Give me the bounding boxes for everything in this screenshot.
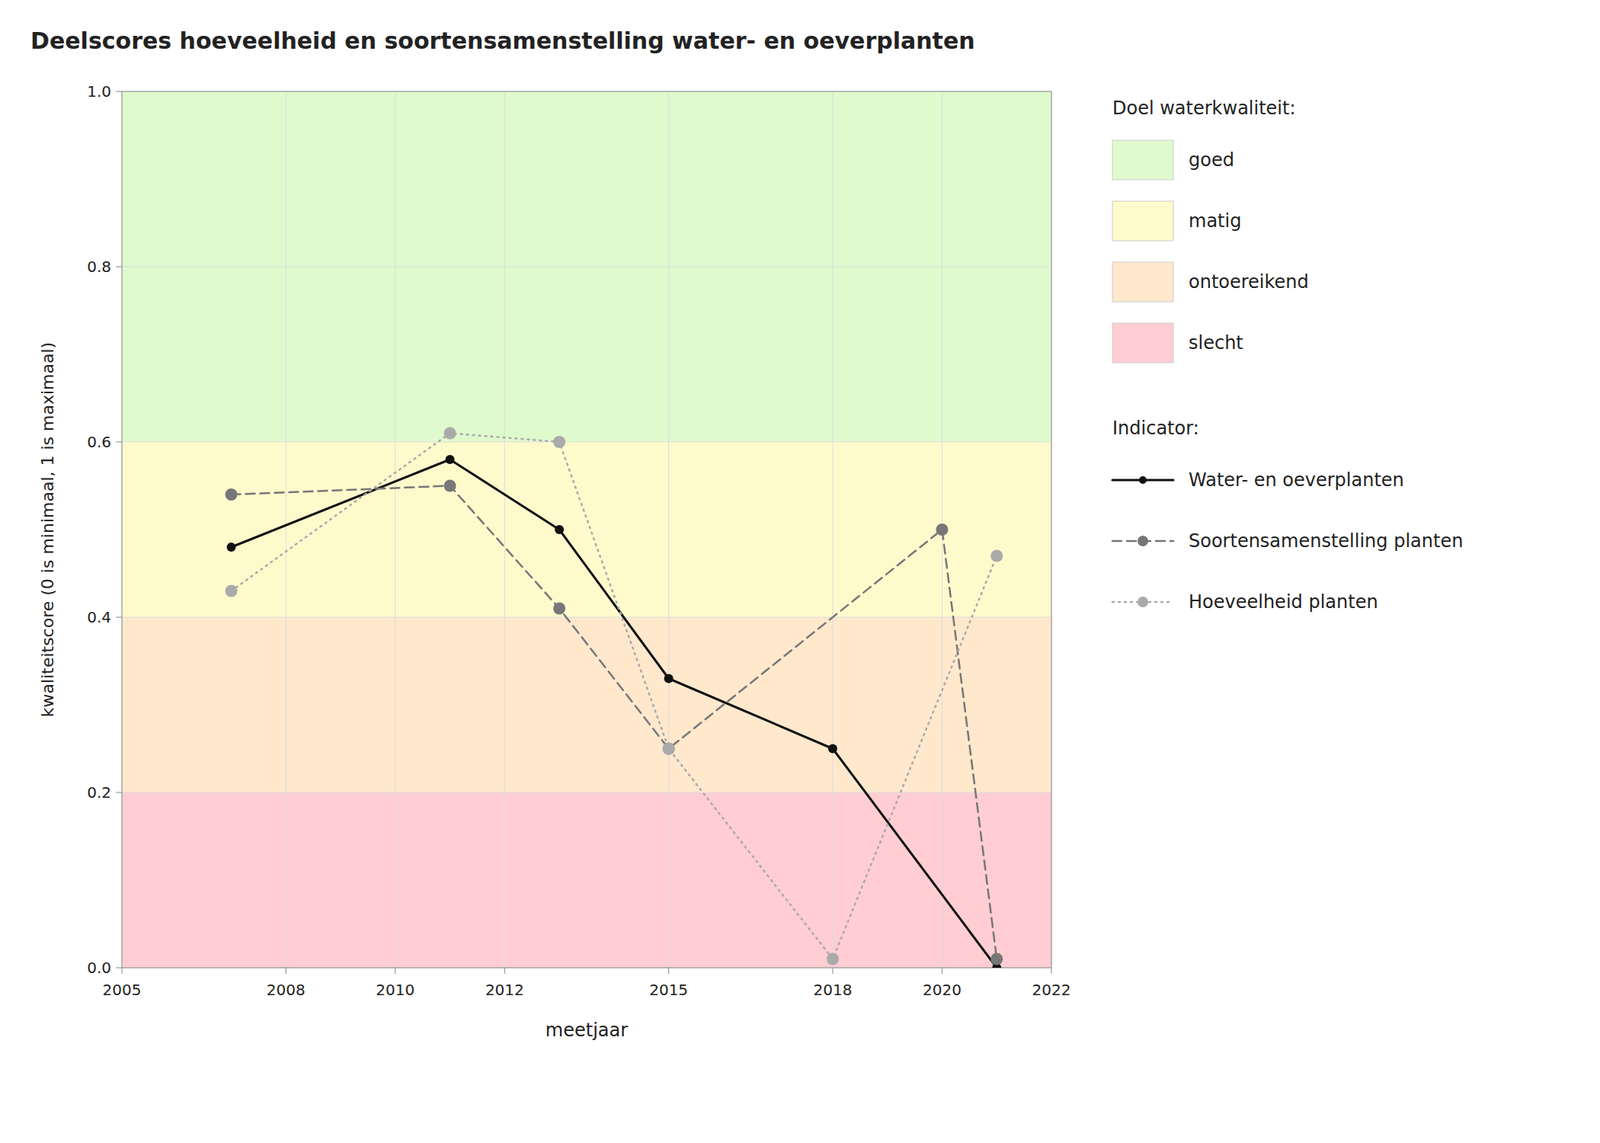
legend-marker — [1137, 535, 1149, 547]
background-zone — [121, 441, 1052, 618]
x-tick-label: 2020 — [922, 980, 962, 999]
y-tick — [115, 266, 122, 268]
grid-line-x — [285, 91, 287, 968]
legend-label: ontoereikend — [1188, 271, 1309, 293]
legend-swatch — [1112, 140, 1174, 180]
x-tick — [121, 967, 123, 974]
series-point — [227, 542, 237, 552]
series-point — [225, 488, 238, 501]
x-tick — [504, 967, 506, 974]
x-tick-label: 2010 — [375, 980, 415, 999]
grid-line-y — [121, 792, 1052, 794]
series-point — [826, 953, 839, 966]
legend-marker — [1137, 596, 1149, 608]
x-tick-label: 2022 — [1032, 980, 1072, 999]
grid-line-y — [121, 617, 1052, 618]
legend-label: Soortensamenstelling planten — [1188, 530, 1463, 552]
background-zones — [121, 91, 1052, 968]
grid — [121, 91, 1052, 968]
x-tick — [1051, 967, 1053, 974]
y-tick-label: 0.2 — [86, 783, 112, 802]
series-line — [231, 433, 998, 960]
background-zone — [121, 792, 1052, 968]
series-point — [990, 953, 1003, 966]
legend-label: matig — [1188, 210, 1242, 232]
legend-title: Indicator: — [1112, 417, 1200, 439]
y-tick-label: 0.4 — [86, 608, 112, 627]
legend-swatch — [1112, 262, 1174, 302]
grid-line-y — [121, 441, 1052, 443]
series-point — [445, 454, 455, 464]
series-point — [935, 523, 948, 536]
background-zone — [121, 91, 1052, 442]
x-tick — [941, 967, 943, 974]
x-tick-label: 2008 — [266, 980, 306, 999]
x-tick — [394, 967, 396, 974]
legend-label: slecht — [1188, 332, 1244, 354]
grid-line-x — [832, 91, 833, 968]
y-tick — [115, 91, 122, 93]
series-point — [662, 742, 676, 756]
grid-line-x — [504, 91, 506, 968]
y-axis-label: kwaliteitscore (0 is minimaal, 1 is maxi… — [38, 342, 58, 717]
chart: Deelscores hoeveelheid en soortensamenst… — [0, 0, 1600, 1143]
x-tick-label: 2012 — [485, 980, 525, 999]
x-tick-label: 2015 — [649, 980, 688, 999]
series-point — [553, 435, 566, 448]
title: Deelscores hoeveelheid en soortensamenst… — [30, 27, 976, 55]
series-point — [554, 524, 564, 535]
legend-marker — [1139, 476, 1147, 484]
x-tick — [668, 967, 669, 974]
legend-label: goed — [1188, 149, 1235, 171]
x-axis-label: meetjaar — [545, 1019, 628, 1041]
legend: Doel waterkwaliteit: goed matig ontoereiken… — [1112, 97, 1463, 613]
series-point — [990, 550, 1003, 563]
legend-swatch — [1112, 323, 1174, 363]
y-tick-label: 1.0 — [86, 82, 112, 101]
legend-swatch — [1112, 201, 1174, 241]
series-point — [553, 602, 566, 615]
grid-line-x — [394, 91, 396, 968]
legend-label: Water- en oeverplanten — [1188, 469, 1405, 491]
y-tick-label: 0.6 — [86, 432, 112, 452]
series-point — [664, 674, 674, 684]
series — [227, 454, 1002, 968]
legend-label: Hoeveelheid planten — [1188, 591, 1379, 613]
series-point — [444, 427, 457, 440]
x-tick — [832, 967, 833, 974]
series-point — [444, 480, 457, 493]
grid-line-x — [668, 91, 669, 968]
axes: 2005 2008 2010 2012 2015 2018 2020 2022 0.0 0.2 0.… — [38, 82, 1071, 1041]
x-tick-label: 2005 — [102, 980, 142, 999]
series-line — [231, 486, 998, 960]
legend-title: Doel waterkwaliteit: — [1112, 97, 1296, 119]
y-tick — [115, 792, 122, 794]
series-layer — [225, 427, 1004, 969]
y-tick — [115, 967, 122, 969]
series-point — [828, 744, 838, 754]
series-line — [231, 459, 998, 968]
y-tick-label: 0.0 — [86, 958, 112, 977]
series — [225, 480, 1004, 966]
series — [225, 427, 1004, 966]
series-point — [662, 742, 676, 756]
y-tick-label: 0.8 — [86, 257, 112, 276]
y-tick — [115, 617, 122, 618]
x-tick — [285, 967, 287, 974]
y-tick — [115, 441, 122, 443]
plot-frame — [121, 91, 1052, 968]
x-tick-label: 2018 — [812, 980, 852, 999]
grid-line-y — [121, 266, 1052, 268]
series-point — [225, 585, 238, 598]
